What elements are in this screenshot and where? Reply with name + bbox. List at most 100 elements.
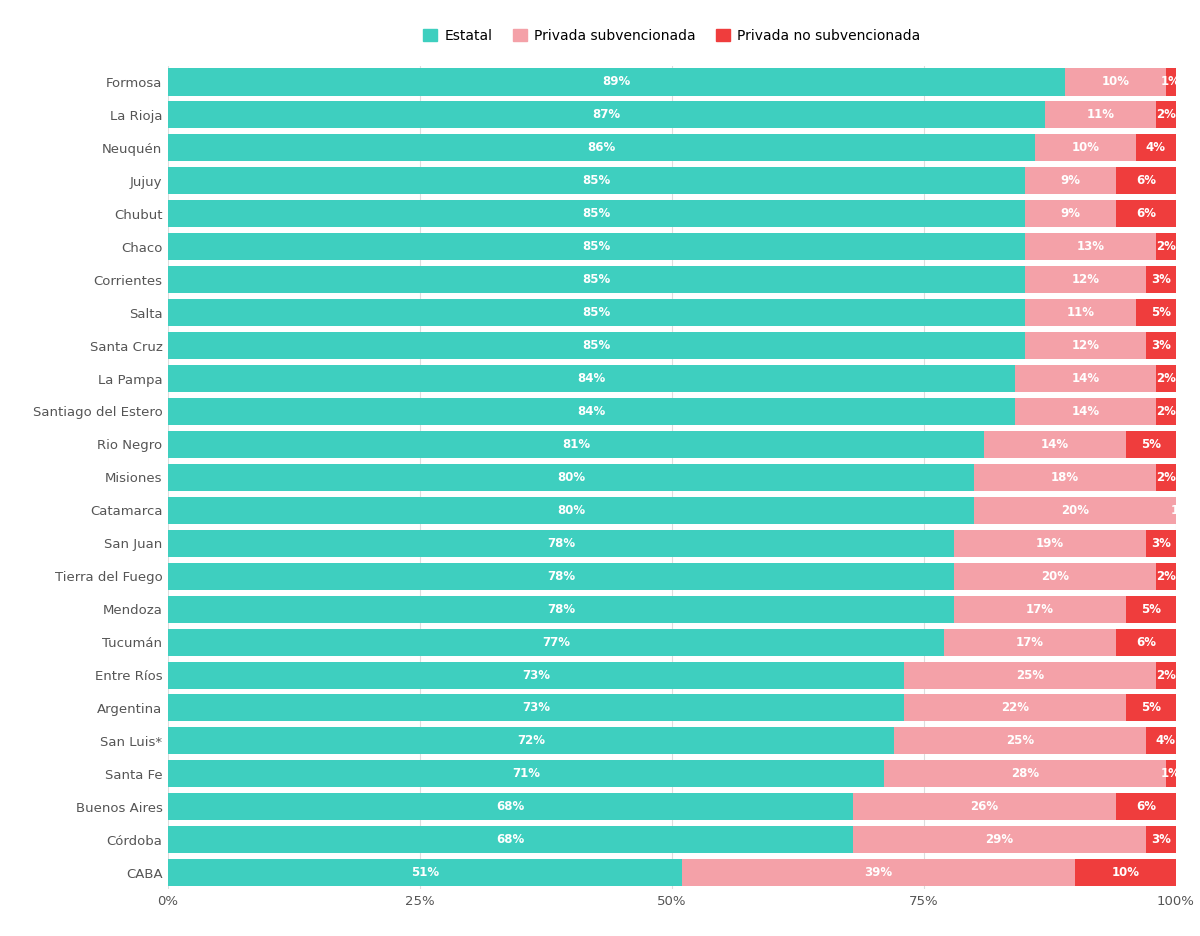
Text: 2%: 2%	[1156, 109, 1176, 122]
Text: 85%: 85%	[582, 306, 611, 319]
Bar	[1045, 101, 1156, 128]
Bar	[1116, 794, 1176, 820]
Bar	[168, 826, 853, 854]
Text: 1%: 1%	[1162, 76, 1181, 89]
Text: 4%: 4%	[1146, 141, 1166, 154]
Bar	[168, 662, 904, 689]
Text: 6%: 6%	[1135, 174, 1156, 187]
Text: 11%: 11%	[1067, 306, 1094, 319]
Text: 14%: 14%	[1072, 372, 1099, 385]
Bar	[1034, 135, 1135, 161]
Text: 1%: 1%	[1171, 504, 1190, 517]
Bar	[168, 101, 1045, 128]
Text: 3%: 3%	[1151, 536, 1171, 549]
Bar	[853, 794, 1116, 820]
Bar	[1146, 266, 1176, 293]
Bar	[1176, 497, 1186, 524]
Text: 17%: 17%	[1016, 636, 1044, 649]
Text: 2%: 2%	[1156, 570, 1176, 583]
Bar	[1156, 563, 1176, 590]
Bar	[682, 859, 1075, 886]
Text: 9%: 9%	[1060, 207, 1080, 220]
Bar	[1116, 629, 1176, 655]
Bar	[168, 365, 1015, 392]
Bar	[1025, 332, 1146, 359]
Text: 14%: 14%	[1072, 405, 1099, 418]
Text: 9%: 9%	[1060, 174, 1080, 187]
Text: 26%: 26%	[971, 800, 998, 813]
Bar	[1135, 300, 1186, 326]
Bar	[168, 233, 1025, 260]
Bar	[1156, 464, 1176, 490]
Legend: Estatal, Privada subvencionada, Privada no subvencionada: Estatal, Privada subvencionada, Privada …	[418, 23, 926, 48]
Bar	[1025, 233, 1156, 260]
Text: 72%: 72%	[517, 735, 545, 748]
Text: 20%: 20%	[1061, 504, 1090, 517]
Bar	[1025, 168, 1116, 195]
Bar	[1166, 760, 1176, 787]
Text: 78%: 78%	[547, 536, 575, 549]
Bar	[168, 200, 1025, 227]
Text: 6%: 6%	[1135, 800, 1156, 813]
Bar	[1135, 135, 1176, 161]
Text: 10%: 10%	[1102, 76, 1129, 89]
Text: 20%: 20%	[1042, 570, 1069, 583]
Text: 5%: 5%	[1141, 438, 1160, 451]
Bar	[168, 530, 954, 557]
Text: 11%: 11%	[1086, 109, 1115, 122]
Text: 2%: 2%	[1156, 372, 1176, 385]
Bar	[1126, 695, 1176, 722]
Bar	[168, 497, 974, 524]
Text: 5%: 5%	[1141, 603, 1160, 616]
Text: 12%: 12%	[1072, 273, 1099, 286]
Bar	[168, 300, 1025, 326]
Bar	[954, 530, 1146, 557]
Text: 68%: 68%	[497, 800, 524, 813]
Text: 89%: 89%	[602, 76, 631, 89]
Text: 81%: 81%	[562, 438, 590, 451]
Text: 68%: 68%	[497, 833, 524, 846]
Text: 22%: 22%	[1001, 701, 1028, 714]
Bar	[168, 629, 944, 655]
Text: 29%: 29%	[985, 833, 1014, 846]
Bar	[974, 497, 1176, 524]
Bar	[168, 168, 1025, 195]
Bar	[1126, 431, 1176, 458]
Bar	[1146, 530, 1176, 557]
Text: 85%: 85%	[582, 207, 611, 220]
Text: 3%: 3%	[1151, 273, 1171, 286]
Bar	[1015, 398, 1156, 425]
Text: 25%: 25%	[1006, 735, 1034, 748]
Bar	[944, 629, 1116, 655]
Text: 85%: 85%	[582, 273, 611, 286]
Bar	[954, 563, 1156, 590]
Text: 71%: 71%	[512, 768, 540, 781]
Bar	[1075, 859, 1176, 886]
Text: 13%: 13%	[1076, 241, 1104, 254]
Bar	[1156, 365, 1176, 392]
Text: 78%: 78%	[547, 570, 575, 583]
Text: 80%: 80%	[557, 471, 586, 484]
Bar	[168, 859, 682, 886]
Text: 84%: 84%	[577, 405, 606, 418]
Bar	[168, 332, 1025, 359]
Bar	[904, 662, 1156, 689]
Bar	[168, 135, 1034, 161]
Text: 6%: 6%	[1135, 207, 1156, 220]
Bar	[168, 563, 954, 590]
Bar	[1116, 168, 1176, 195]
Text: 5%: 5%	[1141, 701, 1160, 714]
Text: 86%: 86%	[587, 141, 616, 154]
Text: 10%: 10%	[1111, 866, 1140, 879]
Bar	[168, 431, 984, 458]
Bar	[1146, 826, 1176, 854]
Text: 2%: 2%	[1156, 471, 1176, 484]
Text: 10%: 10%	[1072, 141, 1099, 154]
Text: 2%: 2%	[1156, 241, 1176, 254]
Text: 84%: 84%	[577, 372, 606, 385]
Text: 18%: 18%	[1051, 471, 1079, 484]
Text: 17%: 17%	[1026, 603, 1054, 616]
Text: 19%: 19%	[1036, 536, 1064, 549]
Bar	[853, 826, 1146, 854]
Bar	[883, 760, 1166, 787]
